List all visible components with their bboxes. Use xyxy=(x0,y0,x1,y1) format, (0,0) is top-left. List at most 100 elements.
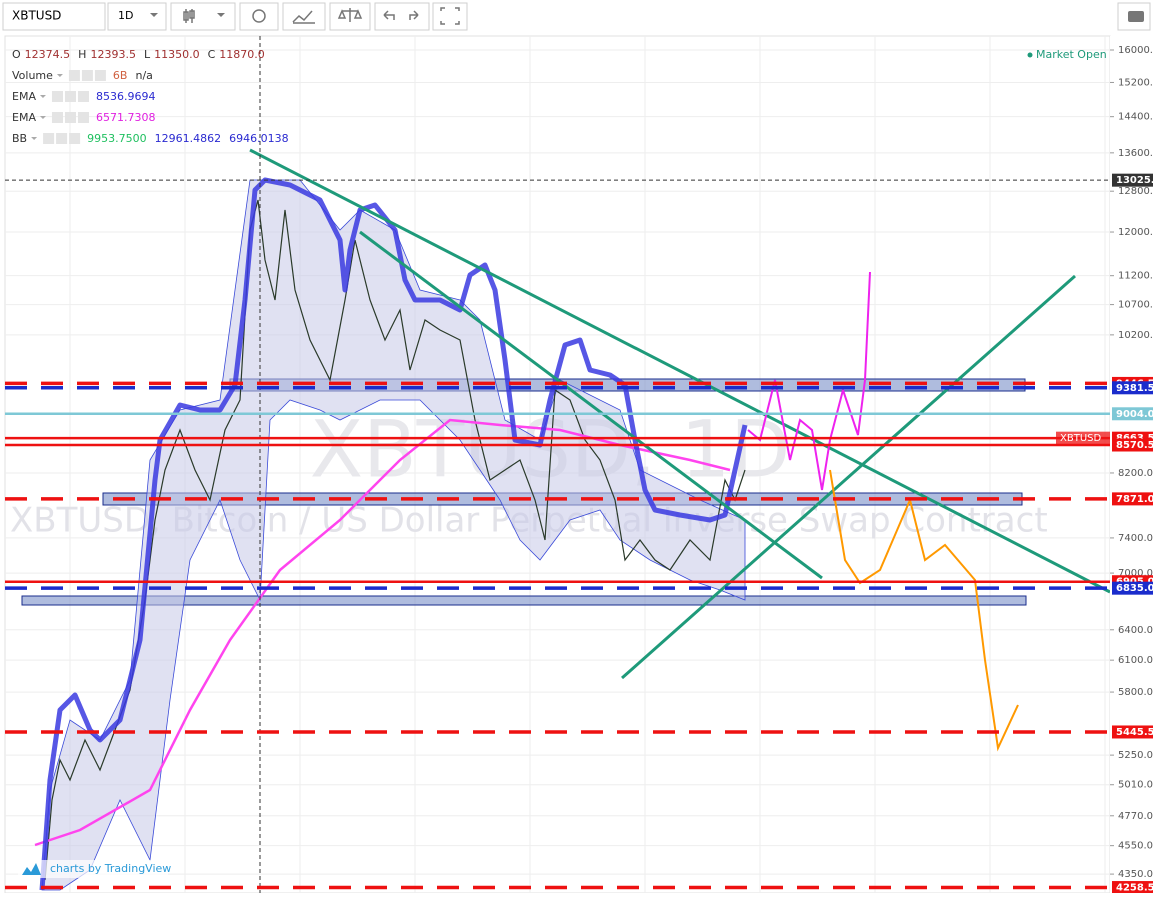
ohlc-key: L xyxy=(144,48,151,61)
dropdown xyxy=(56,74,63,77)
tick-label: 12000.0 xyxy=(1118,227,1153,238)
dropdown-arrow xyxy=(217,13,225,17)
level-label: 4258.5 xyxy=(1116,883,1153,893)
tick-label: 11200.0 xyxy=(1118,271,1153,282)
ohlc-value: 11350.0 xyxy=(154,48,200,61)
level-label-bg xyxy=(1112,438,1153,452)
indicator-value: 9953.7500 xyxy=(87,132,147,145)
level-label: 9381.5 xyxy=(1116,383,1153,394)
tick-label: 7000.0 xyxy=(1118,568,1153,579)
ema-line xyxy=(34,418,731,847)
branding[interactable]: charts by TradingView xyxy=(50,862,171,875)
indicator-button xyxy=(68,70,80,81)
tick-label: 6100.0 xyxy=(1118,655,1153,666)
indicator-value: 12961.4862 xyxy=(155,132,221,145)
level-label: 6835.0 xyxy=(1116,583,1153,594)
indicator-button xyxy=(56,133,68,144)
indicator-value: 6571.7308 xyxy=(96,111,156,124)
ohlc-key: H xyxy=(78,48,86,61)
price-axis xyxy=(1110,36,1153,893)
level-tag: XBTUSD xyxy=(1060,433,1101,444)
level-label-bg xyxy=(1112,381,1153,395)
zone-box xyxy=(21,595,1027,606)
indicator-button xyxy=(51,112,63,123)
indicator-name: BB xyxy=(12,132,27,145)
status-dot xyxy=(1027,52,1033,58)
symbol: XBTUSD xyxy=(12,9,61,23)
settings-button[interactable] xyxy=(239,2,279,31)
fullscreen-icon xyxy=(440,7,460,25)
indicator-button xyxy=(77,91,89,102)
indicator-icon xyxy=(292,10,315,24)
trend-line xyxy=(359,230,823,580)
level-label: 13025.0 xyxy=(1116,175,1153,186)
ohlc-value: 12374.5 xyxy=(25,48,71,61)
trend-line xyxy=(249,148,1111,594)
dropdown-arrow xyxy=(150,13,158,17)
scale-icon xyxy=(337,8,363,22)
indicators-button[interactable] xyxy=(282,2,326,31)
tick-label: 5800.0 xyxy=(1118,687,1153,698)
interval-box[interactable] xyxy=(107,2,167,31)
tick-label: 4770.0 xyxy=(1118,811,1153,822)
tv-logo[interactable] xyxy=(22,863,41,875)
indicator-button xyxy=(64,91,76,102)
level-label: 8570.5 xyxy=(1116,440,1153,451)
indicator-button xyxy=(94,70,106,81)
dropdown xyxy=(31,137,38,140)
undo-icon xyxy=(383,10,419,20)
branding-bg xyxy=(18,860,168,878)
chart-type-button[interactable] xyxy=(170,2,236,31)
indicator-name: Volume xyxy=(12,69,53,82)
tick-label: 16000.0 xyxy=(1118,45,1153,56)
indicator-value: 6946.0138 xyxy=(229,132,289,145)
tick-label: 10200.0 xyxy=(1118,330,1153,341)
undo-redo[interactable] xyxy=(374,2,430,31)
levels xyxy=(5,179,1110,890)
level-label-bg xyxy=(1112,173,1153,187)
tick-label: 4350.0 xyxy=(1118,869,1153,880)
market-status: Market Open xyxy=(1036,48,1107,61)
tick-label: 10700.0 xyxy=(1118,300,1153,311)
indicator-button xyxy=(81,70,93,81)
tick-label: 6400.0 xyxy=(1118,625,1153,636)
level-label: 9004.0 xyxy=(1116,409,1153,420)
level-label: 5445.5 xyxy=(1116,727,1153,738)
tick-label: 13600.0 xyxy=(1118,148,1153,159)
indicator-button xyxy=(69,133,81,144)
tick-label: 4550.0 xyxy=(1118,841,1153,852)
level-label-bg xyxy=(1112,492,1153,506)
indicator-name: EMA xyxy=(12,111,36,124)
indicator-button xyxy=(64,112,76,123)
level-tag-bg xyxy=(1056,431,1110,445)
axis-labels: 16000.0 15200.0 14400.0 13600.0 12800.0 12000… xyxy=(1056,45,1153,895)
tick-label: 7400.0 xyxy=(1118,533,1153,544)
interval: 1D xyxy=(118,9,133,22)
legend: O 12374.5 H 12393.5 L 11350.0 C 11870.0 Volume 6B… xyxy=(12,48,289,145)
ohlc-value: 12393.5 xyxy=(90,48,136,61)
tick-label: 8200.0 xyxy=(1118,468,1153,479)
indicator-name: EMA xyxy=(12,90,36,103)
fullscreen-button[interactable] xyxy=(432,2,468,31)
dropdown xyxy=(39,95,46,98)
ohlc-key: C xyxy=(208,48,216,61)
trend-line xyxy=(621,274,1076,680)
candle-icon xyxy=(183,9,195,23)
grid xyxy=(5,36,1110,893)
symbol-box[interactable] xyxy=(2,2,106,31)
indicator-button xyxy=(43,133,55,144)
indicator-value: n/a xyxy=(135,69,152,82)
tick-label: 5010.0 xyxy=(1118,780,1153,791)
price-line xyxy=(44,199,746,881)
indicator-button xyxy=(51,91,63,102)
tick-label: 12800.0 xyxy=(1118,186,1153,197)
indicator-value: 8536.9694 xyxy=(96,90,156,103)
ohlc-value: 11870.0 xyxy=(219,48,265,61)
level-label-bg xyxy=(1112,581,1153,595)
projection-magenta xyxy=(747,271,871,491)
ohlc-key: O xyxy=(12,48,21,61)
projection-orange xyxy=(829,469,1019,752)
dropdown xyxy=(39,116,46,119)
level-label-bg xyxy=(1112,407,1153,421)
